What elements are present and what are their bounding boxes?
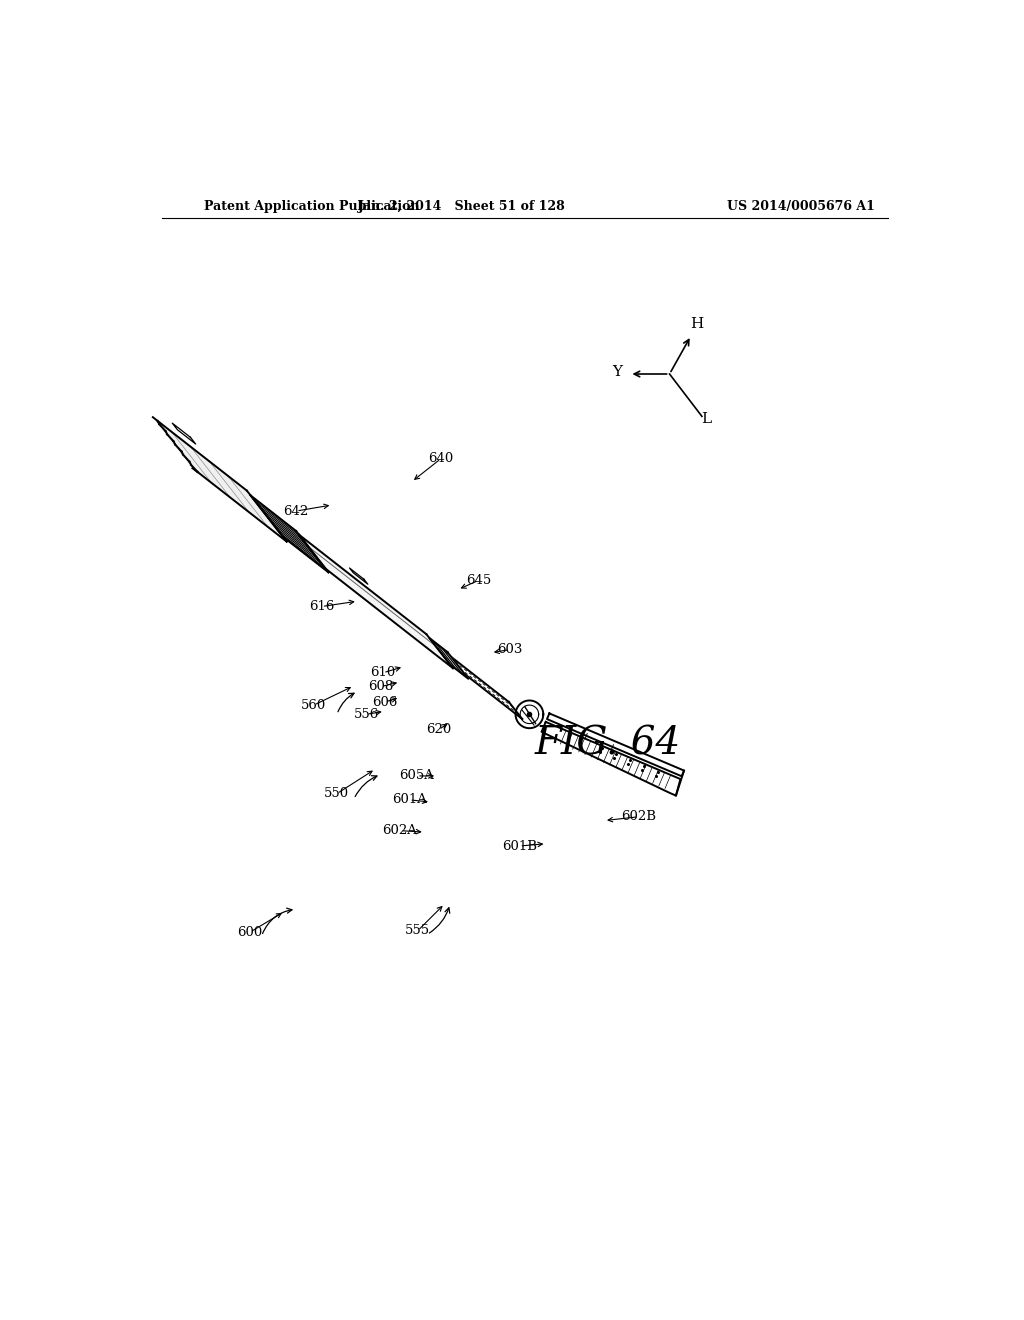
Text: H: H [690,317,703,331]
Text: L: L [701,412,712,425]
Text: 550: 550 [325,787,349,800]
Text: 642: 642 [284,504,308,517]
Text: 600: 600 [238,925,262,939]
Text: Y: Y [612,366,623,379]
Polygon shape [251,495,329,573]
Text: 645: 645 [466,574,492,587]
Text: 616: 616 [309,601,334,612]
Text: 610: 610 [371,667,395,680]
Text: 555: 555 [406,924,430,937]
Polygon shape [299,535,453,668]
Text: 556: 556 [353,708,379,721]
Text: 606: 606 [372,696,397,709]
Polygon shape [547,713,684,776]
Text: 640: 640 [428,453,454,465]
Polygon shape [153,417,287,541]
Text: 560: 560 [301,698,327,711]
Text: Jan. 2, 2014   Sheet 51 of 128: Jan. 2, 2014 Sheet 51 of 128 [357,199,565,213]
Text: 603: 603 [497,643,522,656]
Polygon shape [429,638,468,678]
Text: 605A: 605A [399,770,434,783]
Text: 602B: 602B [622,810,656,824]
Text: 620: 620 [426,723,452,737]
Text: US 2014/0005676 A1: US 2014/0005676 A1 [726,199,874,213]
Text: 601B: 601B [502,840,537,853]
Polygon shape [349,568,368,585]
Polygon shape [172,424,196,444]
Text: 608: 608 [369,680,393,693]
Polygon shape [542,722,680,796]
Text: FIG. 64: FIG. 64 [535,725,681,762]
Text: 602A: 602A [383,824,418,837]
Text: Patent Application Publication: Patent Application Publication [204,199,419,213]
Text: 601A: 601A [392,793,427,807]
